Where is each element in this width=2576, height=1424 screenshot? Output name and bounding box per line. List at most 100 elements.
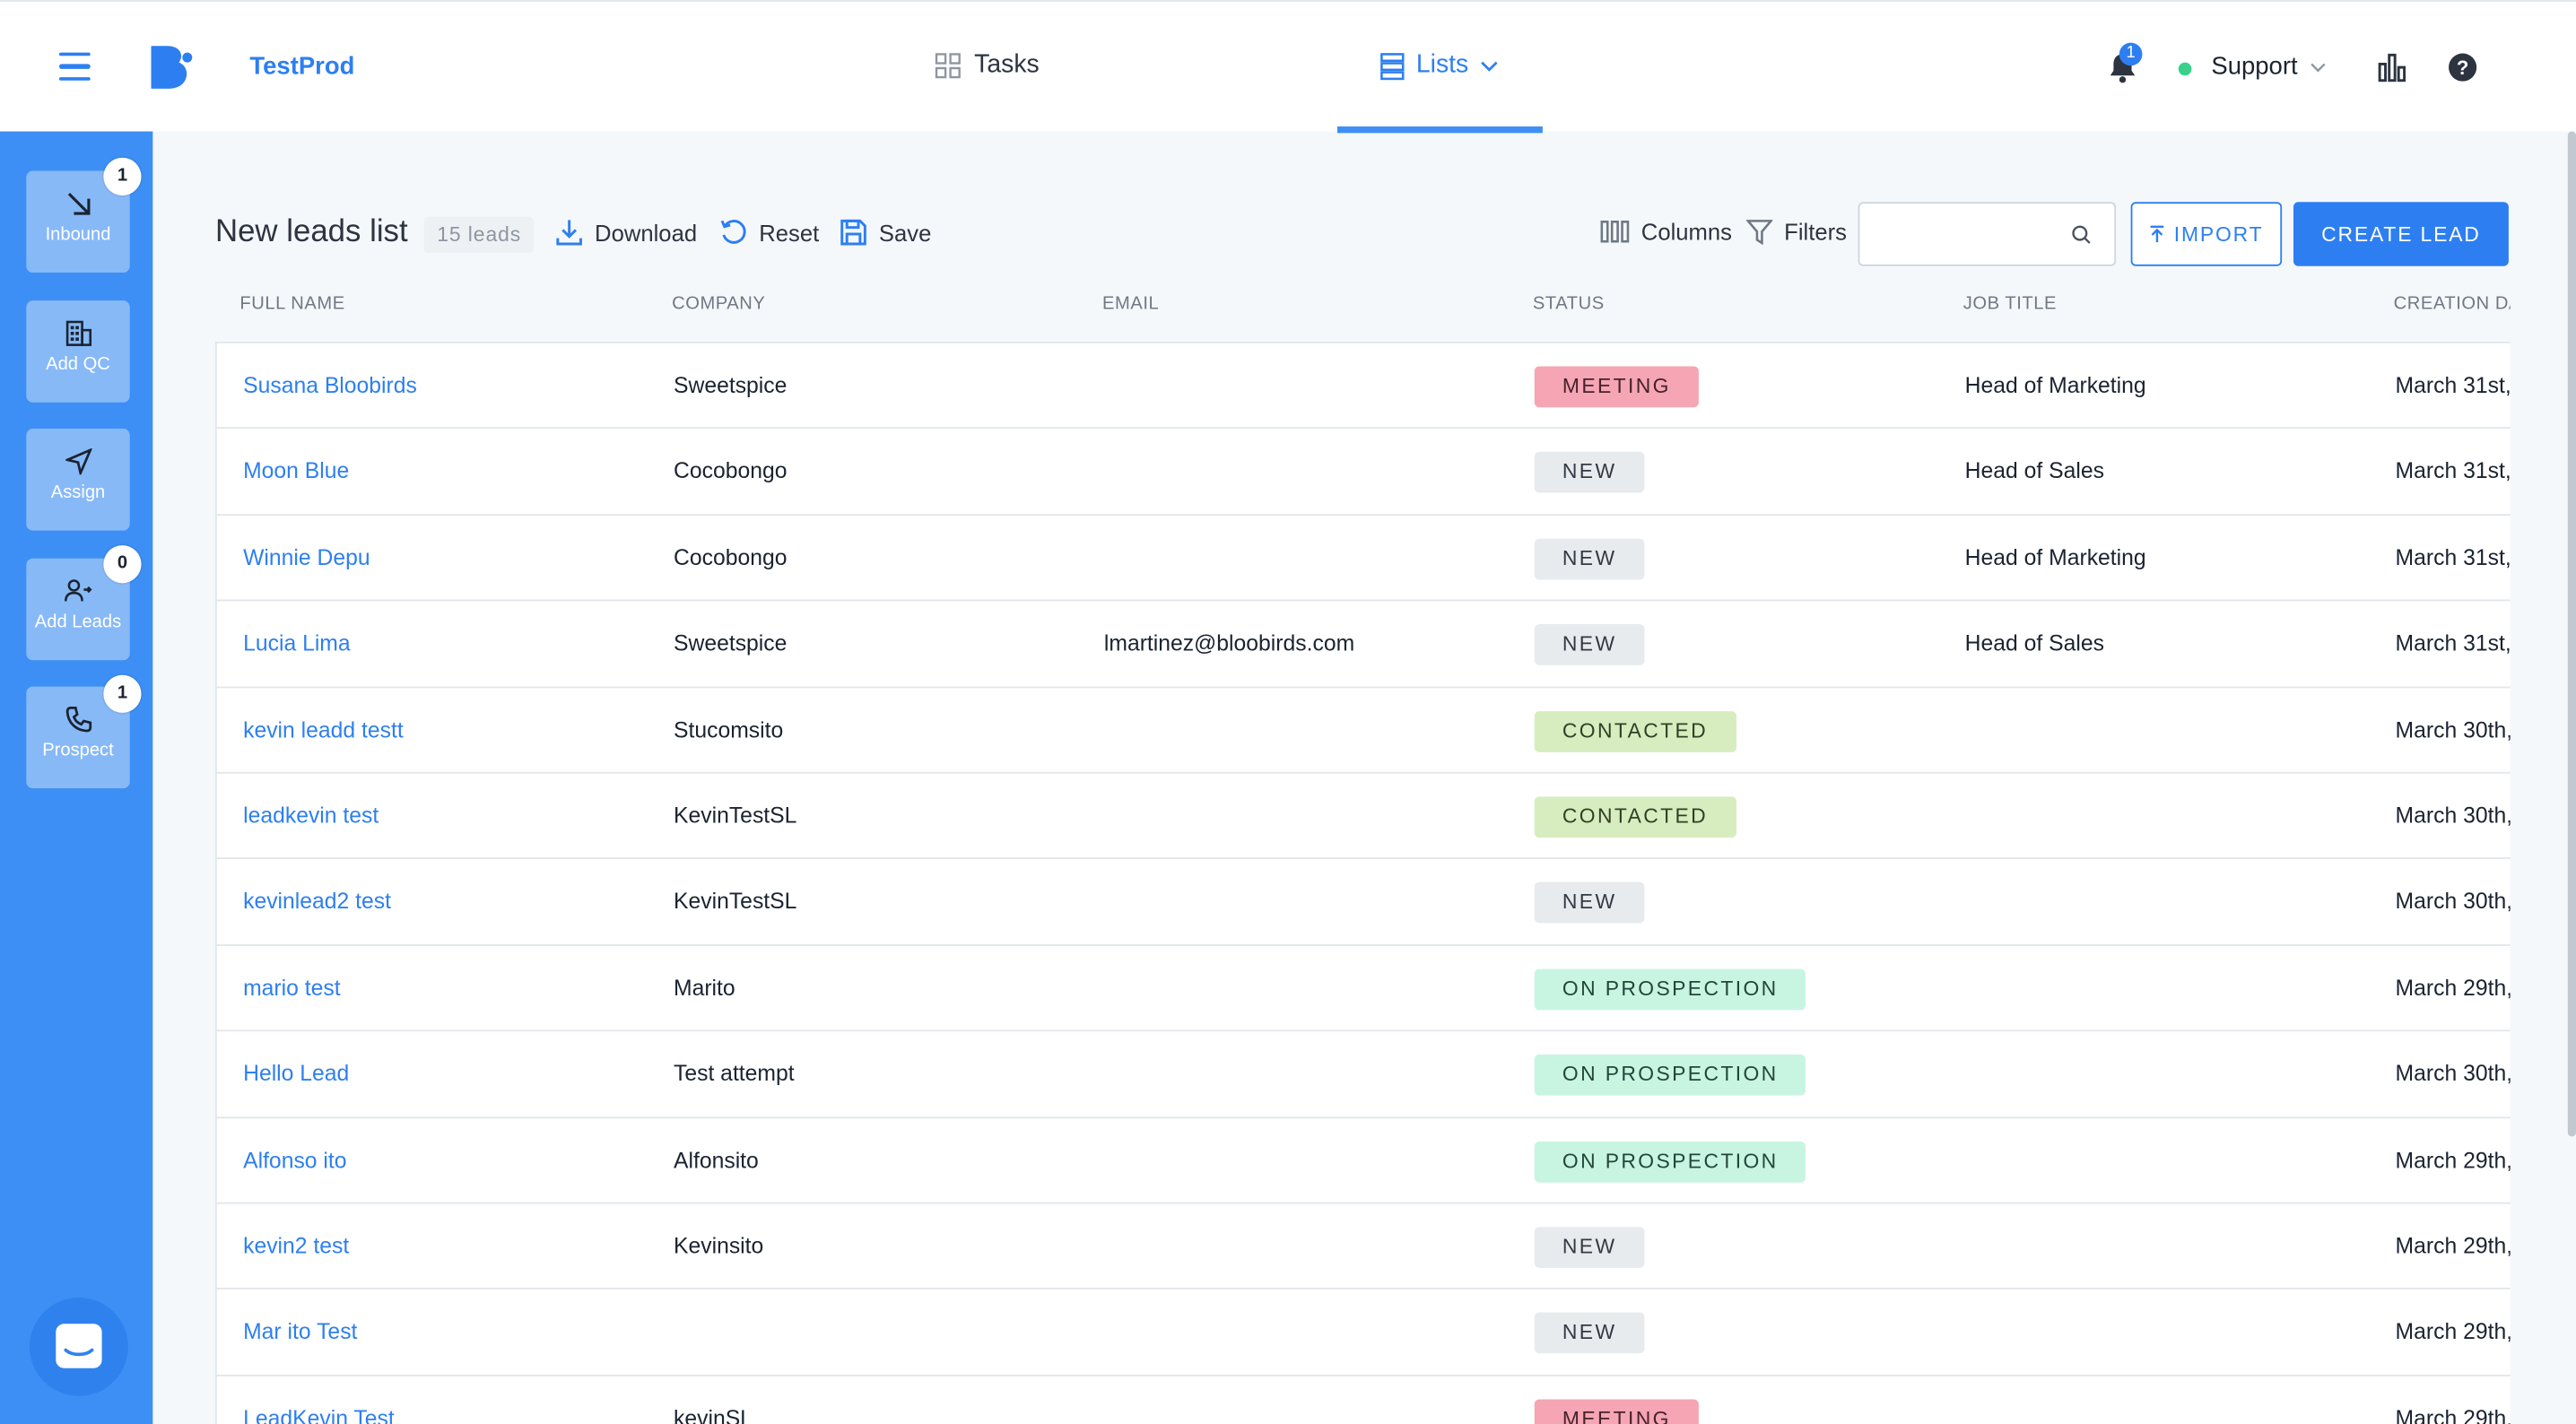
sidebar-item-label: Prospect xyxy=(42,741,114,761)
status-badge: ON PROSPECTION xyxy=(1534,968,1806,1011)
table-row[interactable]: Hello Lead Test attempt March 30th, ON PROS… xyxy=(214,1029,2511,1117)
column-header-company[interactable]: COMPANY xyxy=(672,293,766,314)
status-badge: NEW xyxy=(1534,1227,1645,1268)
user-menu[interactable]: Support xyxy=(2211,53,2325,81)
column-header-status[interactable]: STATUS xyxy=(1532,293,1605,314)
download-button[interactable]: Download xyxy=(555,219,697,247)
columns-label: Columns xyxy=(1640,218,1732,245)
lead-name-link[interactable]: Moon Blue xyxy=(243,458,350,484)
svg-text:?: ? xyxy=(2457,56,2468,79)
company-cell: Sweetspice xyxy=(673,372,788,398)
lead-name-link[interactable]: Mar ito Test xyxy=(243,1319,358,1344)
bar-chart-icon[interactable] xyxy=(2377,53,2406,82)
app-name-text: TestProd xyxy=(249,52,355,81)
sidebar-item-label: Add QC xyxy=(46,354,110,375)
columns-icon xyxy=(1600,220,1630,243)
table-row[interactable]: Lucia Lima Sweetspice lmartinez@bloobirds.… xyxy=(214,599,2511,687)
columns-button[interactable]: Columns xyxy=(1600,219,1732,245)
app-name[interactable]: TestProd xyxy=(249,53,354,81)
company-cell: KevinTestSL xyxy=(673,889,797,915)
company-cell: Test attempt xyxy=(673,1061,795,1087)
company-cell: Cocobongo xyxy=(673,544,788,570)
creation-date-cell: March 30th, xyxy=(2395,803,2511,829)
company-cell: Sweetspice xyxy=(673,630,788,656)
inbound-badge: 1 xyxy=(103,157,142,195)
reset-label: Reset xyxy=(759,219,820,246)
status-badge: ON PROSPECTION xyxy=(1534,1055,1806,1097)
table-row[interactable]: Mar ito Test March 29th, NEW xyxy=(214,1288,2511,1376)
bloobirds-logo-icon[interactable] xyxy=(148,41,194,94)
table-row[interactable]: Moon Blue Cocobongo Head of Sales March 31s… xyxy=(214,427,2511,516)
import-label: IMPORT xyxy=(2173,222,2264,246)
lead-name-link[interactable]: kevin leadd testt xyxy=(243,716,404,742)
list-icon xyxy=(1380,52,1405,80)
sidebar-item-inbound[interactable]: Inbound xyxy=(26,170,130,274)
lead-name-link[interactable]: Alfonso ito xyxy=(243,1147,347,1173)
lead-name-link[interactable]: mario test xyxy=(243,975,341,1001)
chat-launcher-button[interactable] xyxy=(29,1297,128,1396)
status-badge: NEW xyxy=(1534,882,1645,925)
table-row[interactable]: Winnie Depu Cocobongo Head of Marketing Mar… xyxy=(214,513,2511,601)
search-input[interactable] xyxy=(1873,218,2062,244)
import-button[interactable]: IMPORT xyxy=(2130,202,2283,266)
create-lead-button[interactable]: CREATE LEAD xyxy=(2293,202,2509,266)
creation-date-cell: March 29th, xyxy=(2395,1319,2511,1344)
save-button[interactable]: Save xyxy=(840,219,931,247)
phone-icon xyxy=(65,707,91,733)
lead-name-link[interactable]: Hello Lead xyxy=(243,1061,350,1087)
lead-name-link[interactable]: kevin2 test xyxy=(243,1233,350,1259)
table-row[interactable]: mario test Marito March 29th, ON PROSPECTIO… xyxy=(214,943,2511,1031)
column-header-email[interactable]: EMAIL xyxy=(1102,293,1160,314)
company-cell: Kevinsito xyxy=(673,1233,764,1259)
search-icon[interactable] xyxy=(2072,225,2092,245)
lead-name-link[interactable]: kevinlead2 test xyxy=(243,889,392,915)
status-badge: NEW xyxy=(1534,624,1645,666)
sidebar-item-label: Inbound xyxy=(45,224,111,245)
lead-name-link[interactable]: Lucia Lima xyxy=(243,630,351,656)
column-header-job-title[interactable]: JOB TITLE xyxy=(1962,293,2058,314)
creation-date-cell: March 30th, xyxy=(2395,889,2511,915)
lead-name-link[interactable]: leadkevin test xyxy=(243,803,379,829)
company-cell: kevinSL xyxy=(673,1405,753,1424)
sidebar-item-assign[interactable]: Assign xyxy=(26,429,130,531)
lead-name-link[interactable]: Susana Bloobirds xyxy=(243,372,417,398)
nav-lists[interactable]: Lists xyxy=(1336,2,1543,134)
column-header-full-name[interactable]: FULL NAME xyxy=(239,293,345,314)
reset-icon xyxy=(720,220,746,244)
arrow-down-right-icon xyxy=(66,193,90,215)
lead-name-link[interactable]: LeadKevin Test xyxy=(243,1405,395,1424)
sidebar-item-add-qc[interactable]: Add QC xyxy=(26,300,130,403)
job-title-cell: Head of Sales xyxy=(1964,458,2104,484)
nav-tasks[interactable]: Tasks xyxy=(935,51,1040,81)
status-badge: MEETING xyxy=(1534,1399,1699,1424)
save-icon xyxy=(840,219,866,246)
reset-button[interactable]: Reset xyxy=(719,219,819,247)
lead-count-badge: 15 leads xyxy=(423,216,535,254)
table-row[interactable]: Alfonso ito Alfonsito March 29th, ON PROSPE… xyxy=(214,1116,2511,1203)
creation-date-cell: March 31st, xyxy=(2395,372,2511,398)
table-row[interactable]: LeadKevin Test kevinSL March 29th, MEETING xyxy=(214,1374,2511,1424)
download-icon xyxy=(556,220,582,246)
notification-badge: 1 xyxy=(2119,42,2143,66)
status-badge: NEW xyxy=(1534,1313,1645,1354)
download-label: Download xyxy=(595,219,698,246)
column-header-creation-date[interactable]: CREATION DA xyxy=(2393,293,2511,314)
filters-button[interactable]: Filters xyxy=(1746,219,1847,245)
table-row[interactable]: kevin2 test Kevinsito March 29th, NEW xyxy=(214,1202,2511,1289)
table-row[interactable]: kevin leadd testt Stucomsito March 30th, CO… xyxy=(214,685,2511,773)
upload-icon xyxy=(2151,225,2164,243)
scrollbar[interactable] xyxy=(2567,131,2576,1137)
table-row[interactable]: Susana Bloobirds Sweetspice Head of Market… xyxy=(214,341,2511,430)
sidebar-item-label: Assign xyxy=(50,482,106,503)
creation-date-cell: March 29th, xyxy=(2395,1405,2511,1424)
status-badge: MEETING xyxy=(1534,366,1699,408)
help-icon[interactable]: ? xyxy=(2448,53,2477,82)
menu-icon[interactable] xyxy=(58,52,91,82)
creation-date-cell: March 29th, xyxy=(2395,1233,2511,1259)
lead-name-link[interactable]: Winnie Depu xyxy=(243,544,370,570)
table-row[interactable]: kevinlead2 test KevinTestSL March 30th, NEW xyxy=(214,857,2511,945)
table-row[interactable]: leadkevin test KevinTestSL March 30th, CONT… xyxy=(214,771,2511,859)
company-cell: KevinTestSL xyxy=(673,803,797,829)
building-icon xyxy=(65,320,91,346)
user-name: Support xyxy=(2211,52,2298,81)
